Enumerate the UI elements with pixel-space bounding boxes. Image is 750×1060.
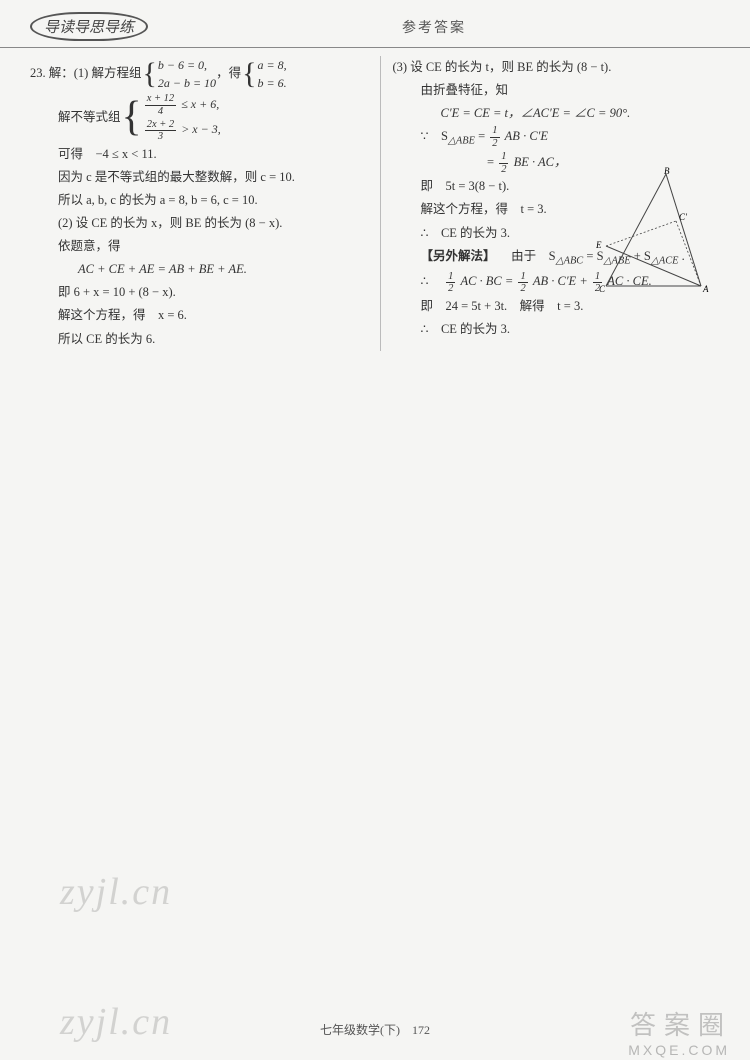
half4-den: 2: [518, 283, 527, 295]
s-rhs2: BE · AC，: [514, 155, 567, 169]
half1-den: 2: [490, 138, 499, 150]
half1-num: 1: [490, 125, 499, 138]
header-title: 参考答案: [148, 17, 720, 37]
p2-label: (2) 设 CE 的长为 x，则 BE 的长为 (8 − x).: [58, 212, 368, 235]
tri-label-Cp: C′: [679, 212, 688, 222]
ineq-top-den: 4: [145, 106, 177, 118]
sys1r-bot: b = 6.: [257, 74, 286, 92]
sys1r-top: a = 8,: [257, 56, 286, 74]
tri-label-A: A: [702, 284, 709, 294]
inequality-group: 解不等式组 { x + 124 ≤ x + 6, 2x + 23 > x − 3…: [58, 92, 368, 143]
alt-rhs: 由于 S: [499, 249, 556, 263]
half3-num: 1: [446, 271, 455, 284]
alt-sub1: △ABC: [556, 255, 584, 266]
alt-eq2: AB · C′E +: [533, 274, 591, 288]
ineq-top-rhs: ≤ x + 6,: [181, 97, 219, 111]
alt-l1: 即 24 = 5t + 3t. 解得 t = 3.: [421, 295, 731, 318]
alt-label: 【另外解法】: [421, 249, 496, 263]
s-eq-pre: =: [478, 129, 488, 143]
left-l2: 因为 c 是不等式组的最大整数解，则 c = 10.: [58, 166, 368, 189]
p2-eq: AC + CE + AE = AB + BE + AE.: [78, 258, 368, 281]
left-l3: 所以 a, b, c 的长为 a = 8, b = 6, c = 10.: [58, 189, 368, 212]
ineq-top-num: x + 12: [145, 93, 177, 106]
left-column: 23. 解：(1) 解方程组 { b − 6 = 0, 2a − b = 10 …: [30, 56, 380, 351]
q23-part1: 23. 解：(1) 解方程组 { b − 6 = 0, 2a − b = 10 …: [30, 56, 368, 92]
p3-l2: C′E = CE = t，∠AC′E = ∠C = 90°.: [441, 102, 731, 125]
half3-den: 2: [446, 283, 455, 295]
half2-num: 1: [499, 151, 508, 164]
logo-bubble: 导读导思导练: [30, 12, 148, 41]
tri-label-B: B: [664, 166, 670, 176]
q23-label: 23. 解：(1) 解方程组: [30, 62, 141, 85]
content-columns: 23. 解：(1) 解方程组 { b − 6 = 0, 2a − b = 10 …: [0, 48, 750, 351]
s-eq2-pre: =: [475, 155, 498, 169]
p2-l1: 依题意，得: [58, 235, 368, 258]
s-eq1: ∵ S△ABE = 12 AB · C′E: [421, 125, 731, 151]
alt-l2: ∴ CE 的长为 3.: [421, 318, 731, 341]
p2-l4: 所以 CE 的长为 6.: [58, 328, 368, 351]
brace-left2: {: [242, 59, 256, 89]
sys1-top: b − 6 = 0,: [158, 56, 216, 74]
s-rhs1: AB · C′E: [505, 129, 548, 143]
sys1-bot: 2a − b = 10: [158, 74, 216, 92]
tri-label-E: E: [596, 240, 602, 250]
s-sub: △ABE: [448, 136, 475, 147]
brace-ineq: {: [122, 96, 142, 138]
page-header: 导读导思导练 参考答案: [0, 0, 750, 48]
right-column: (3) 设 CE 的长为 t，则 BE 的长为 (8 − t). 由折叠特征，知…: [380, 56, 731, 351]
left-l1: 可得 −4 ≤ x < 11.: [58, 143, 368, 166]
watermark-mxqe: MXQE.COM: [628, 1042, 730, 1058]
brace-left: {: [142, 59, 156, 89]
p2-l2: 即 6 + x = 10 + (8 − x).: [58, 281, 368, 304]
ineq-bot-num: 2x + 2: [145, 119, 177, 132]
half4-num: 1: [518, 271, 527, 284]
ineq-label: 解不等式组: [58, 106, 121, 129]
triangle-diagram: B C A E C′: [596, 166, 712, 296]
p2-l3: 解这个方程，得 x = 6.: [58, 304, 368, 327]
alt-eq-pre: ∴: [421, 274, 441, 288]
s-label: ∵ S: [421, 129, 448, 143]
half2-den: 2: [499, 164, 508, 176]
page-footer: 七年级数学(下) 172: [0, 1021, 750, 1038]
alt-eq1: AC · BC =: [460, 274, 516, 288]
watermark-url-1: zyjl.cn: [60, 870, 172, 914]
ineq-bot-den: 3: [145, 131, 177, 143]
sys1-mid: ，得: [216, 62, 241, 85]
p3-label: (3) 设 CE 的长为 t，则 BE 的长为 (8 − t).: [393, 56, 731, 79]
tri-label-C: C: [599, 284, 606, 294]
ineq-bot-rhs: > x − 3,: [181, 122, 221, 136]
p3-l1: 由折叠特征，知: [421, 79, 731, 102]
